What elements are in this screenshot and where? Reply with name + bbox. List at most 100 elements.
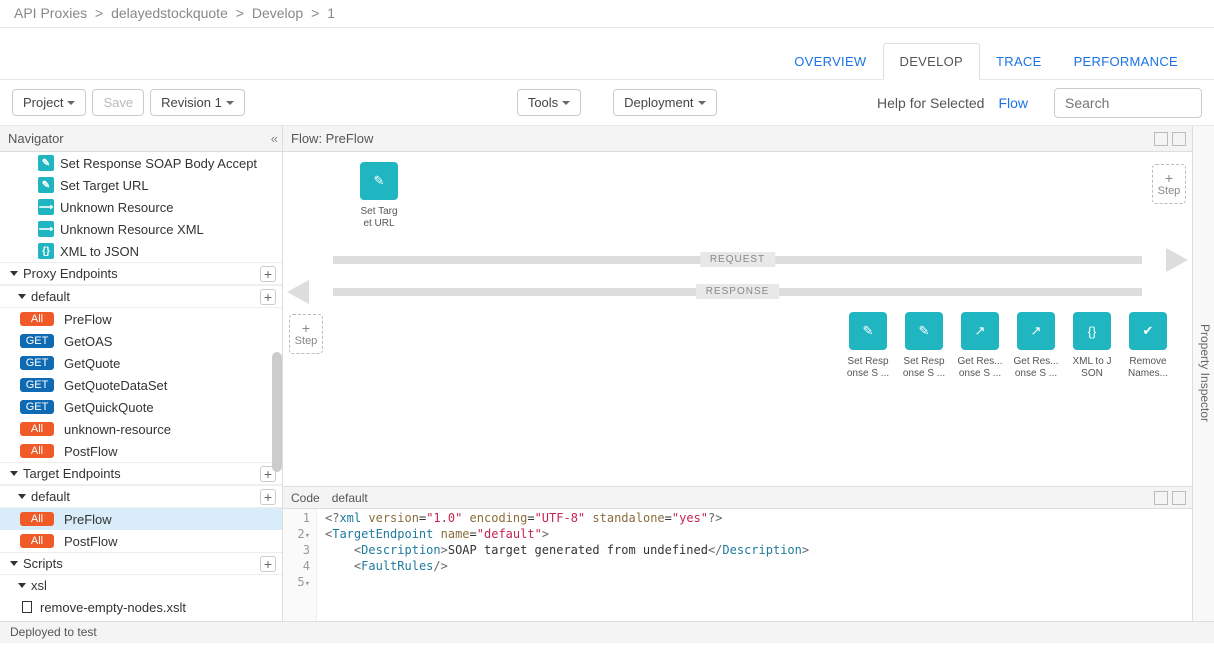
- flow-label: PostFlow: [64, 534, 117, 549]
- triangle-down-icon: [18, 294, 26, 299]
- proxy-flow-item[interactable]: GET GetQuoteDataSet: [0, 374, 282, 396]
- deployment-dropdown[interactable]: Deployment: [613, 89, 716, 116]
- breadcrumb-item[interactable]: API Proxies: [14, 5, 87, 21]
- raise-fault-icon: ⟶: [38, 199, 54, 215]
- proxy-flow-item[interactable]: GETGetOAS: [0, 330, 282, 352]
- scrollbar-thumb[interactable]: [272, 352, 282, 472]
- tab-develop[interactable]: DEVELOP: [883, 43, 981, 80]
- target-default-section[interactable]: default +: [0, 485, 282, 508]
- tools-dropdown[interactable]: Tools: [517, 89, 581, 116]
- target-flow-item[interactable]: AllPreFlow: [0, 508, 282, 530]
- add-step-label: Step: [1153, 185, 1185, 197]
- caret-down-icon: [698, 101, 706, 105]
- policy-label: Remove Names...: [1120, 356, 1176, 380]
- code-lines[interactable]: <?xml version="1.0" encoding="UTF-8" sta…: [317, 509, 1192, 621]
- policy-label: Set Target URL: [60, 178, 149, 193]
- method-badge: GET: [20, 356, 54, 370]
- proxy-endpoints-section[interactable]: Proxy Endpoints +: [0, 262, 282, 285]
- target-endpoints-section[interactable]: Target Endpoints+: [0, 462, 282, 485]
- policy-label: Get Res... onse S ...: [1008, 356, 1064, 380]
- navigator-header: Navigator «: [0, 126, 282, 152]
- policy-label: Set Targ et URL: [351, 206, 407, 230]
- caret-down-icon: [226, 101, 234, 105]
- flow-header: Flow: PreFlow: [283, 126, 1192, 152]
- breadcrumb-item[interactable]: 1: [327, 5, 335, 21]
- target-flow-item[interactable]: All PostFlow: [0, 530, 282, 552]
- add-script-button[interactable]: +: [260, 556, 276, 572]
- policy-step[interactable]: ↗ Get Res... onse S ...: [1008, 312, 1064, 380]
- policy-step[interactable]: ✎Set Resp onse S ...: [896, 312, 952, 380]
- section-label: default: [31, 489, 70, 504]
- expand-icon[interactable]: [1172, 491, 1186, 505]
- policy-step[interactable]: ↗Get Res... onse S ...: [952, 312, 1008, 380]
- flow-label: GetQuoteDataSet: [64, 378, 167, 393]
- layout-icon[interactable]: [1154, 132, 1168, 146]
- proxy-flow-item[interactable]: AllPostFlow: [0, 440, 282, 462]
- flow-label: GetQuote: [64, 356, 120, 371]
- flow-label: GetQuickQuote: [64, 400, 154, 415]
- method-badge: GET: [20, 334, 54, 348]
- plus-icon: +: [290, 321, 322, 335]
- breadcrumb-sep: >: [311, 5, 319, 21]
- assign-message-icon: ✎: [905, 312, 943, 350]
- search-input[interactable]: [1054, 88, 1202, 118]
- proxy-flow-item[interactable]: GET GetQuote: [0, 352, 282, 374]
- navigator-body: ✎Set Response SOAP Body Accept ✎Set Targ…: [0, 152, 282, 621]
- tab-performance[interactable]: PERFORMANCE: [1058, 44, 1194, 79]
- policy-item[interactable]: ⟶Unknown Resource: [0, 196, 282, 218]
- proxy-flow-item[interactable]: GETGetQuickQuote: [0, 396, 282, 418]
- extract-icon: ↗: [1017, 312, 1055, 350]
- breadcrumb-item[interactable]: delayedstockquote: [111, 5, 228, 21]
- policy-step[interactable]: ✎Set Resp onse S ...: [840, 312, 896, 380]
- proxy-default-section[interactable]: default+: [0, 285, 282, 308]
- script-item[interactable]: remove-empty-nodes.xslt: [0, 596, 282, 618]
- revision-label: Revision 1: [161, 95, 222, 110]
- section-label: xsl: [31, 578, 47, 593]
- policy-item[interactable]: ✎Set Response SOAP Body Accept: [0, 152, 282, 174]
- policy-item[interactable]: {}XML to JSON: [0, 240, 282, 262]
- add-step-button[interactable]: + Step: [289, 314, 323, 354]
- section-label: Target Endpoints: [23, 466, 121, 481]
- flow-canvas: ✎ Set Targ et URL + Step REQUEST RESPONS…: [283, 152, 1192, 486]
- add-proxy-endpoint-button[interactable]: +: [260, 266, 276, 282]
- policy-step[interactable]: ✎ Set Targ et URL: [351, 162, 407, 230]
- tab-trace[interactable]: TRACE: [980, 44, 1058, 79]
- method-badge: All: [20, 534, 54, 548]
- layout-icon[interactable]: [1154, 491, 1168, 505]
- tools-label: Tools: [528, 95, 558, 110]
- revision-dropdown[interactable]: Revision 1: [150, 89, 245, 116]
- policy-label: Unknown Resource XML: [60, 222, 204, 237]
- policy-label: Set Response SOAP Body Accept: [60, 156, 257, 171]
- script-item[interactable]: remove-namespaces.xslt: [0, 618, 282, 621]
- tab-overview[interactable]: OVERVIEW: [778, 44, 882, 79]
- expand-icon[interactable]: [1172, 132, 1186, 146]
- add-flow-button[interactable]: +: [260, 289, 276, 305]
- add-flow-button[interactable]: +: [260, 489, 276, 505]
- method-badge: GET: [20, 378, 54, 392]
- scripts-section[interactable]: Scripts+: [0, 552, 282, 575]
- plus-icon: +: [1153, 171, 1185, 185]
- xsl-section[interactable]: xsl: [0, 575, 282, 596]
- property-inspector-tab[interactable]: Property Inspector: [1192, 126, 1214, 621]
- project-label: Project: [23, 95, 63, 110]
- collapse-navigator-icon[interactable]: «: [271, 131, 278, 146]
- help-flow-link[interactable]: Flow: [998, 95, 1028, 111]
- breadcrumb-item[interactable]: Develop: [252, 5, 303, 21]
- method-badge: All: [20, 312, 54, 326]
- section-label: Proxy Endpoints: [23, 266, 118, 281]
- caret-down-icon: [67, 101, 75, 105]
- policy-item[interactable]: ✎Set Target URL: [0, 174, 282, 196]
- proxy-flow-item[interactable]: All PreFlow: [0, 308, 282, 330]
- project-dropdown[interactable]: Project: [12, 89, 86, 116]
- policy-step[interactable]: {}XML to J SON: [1064, 312, 1120, 380]
- flow-label: PreFlow: [64, 312, 112, 327]
- policy-step[interactable]: ✔Remove Names...: [1120, 312, 1176, 380]
- method-badge: All: [20, 512, 54, 526]
- proxy-flow-item[interactable]: Allunknown-resource: [0, 418, 282, 440]
- policy-item[interactable]: ⟶Unknown Resource XML: [0, 218, 282, 240]
- code-editor[interactable]: 1 2▾ 3 4 5▾ <?xml version="1.0" encoding…: [283, 509, 1192, 621]
- add-step-label: Step: [290, 335, 322, 347]
- policy-label: XML to J SON: [1064, 356, 1120, 380]
- add-step-button[interactable]: + Step: [1152, 164, 1186, 204]
- save-button[interactable]: Save: [92, 89, 144, 116]
